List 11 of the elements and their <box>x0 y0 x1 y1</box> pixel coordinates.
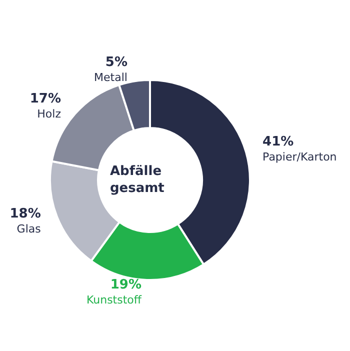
data-label: 18% <box>10 206 41 222</box>
slice-label: Glas <box>16 222 42 236</box>
slice-label: Papier/Karton <box>262 150 337 164</box>
slice-label: Holz <box>37 107 62 120</box>
slice-label: Kunststoff <box>86 293 142 306</box>
data-label: 19% <box>110 277 142 292</box>
text: Abfälle gesamt <box>110 164 166 196</box>
data-label: 41% <box>262 134 294 150</box>
data-label: 5% <box>105 54 128 70</box>
data-label: 17% <box>30 91 61 106</box>
slice-label: Metall <box>94 70 128 84</box>
